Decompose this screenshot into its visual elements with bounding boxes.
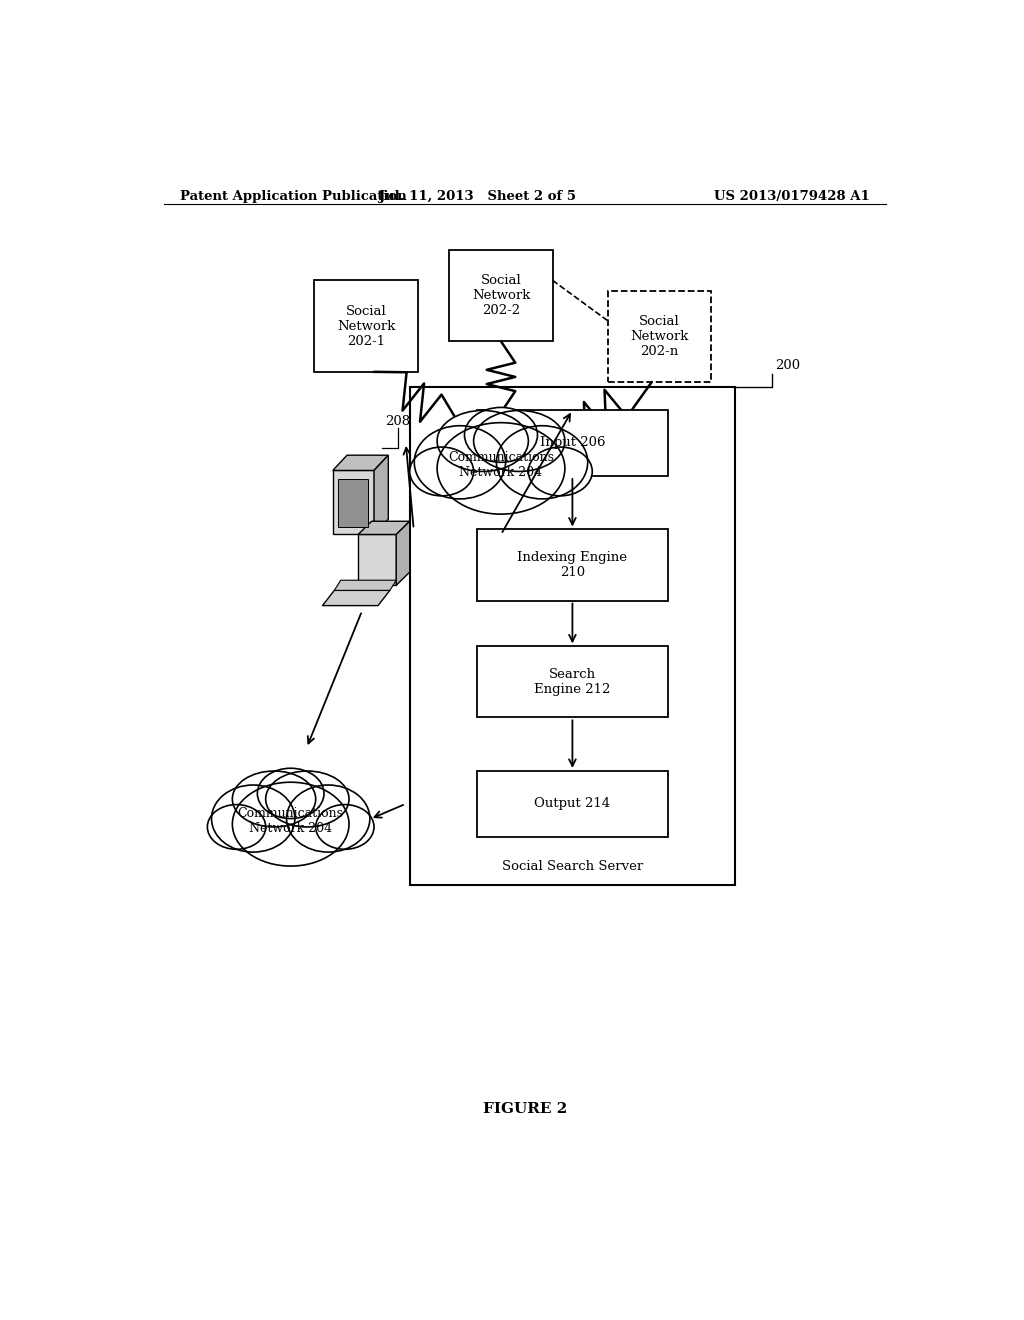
Ellipse shape	[287, 785, 370, 853]
FancyBboxPatch shape	[477, 411, 668, 477]
Text: Communications
Network 204: Communications Network 204	[447, 451, 554, 479]
Ellipse shape	[232, 771, 315, 826]
Ellipse shape	[437, 411, 528, 471]
Polygon shape	[333, 455, 388, 470]
Ellipse shape	[315, 805, 374, 849]
Ellipse shape	[410, 447, 474, 496]
FancyBboxPatch shape	[477, 647, 668, 718]
Ellipse shape	[415, 426, 506, 499]
FancyBboxPatch shape	[450, 249, 553, 342]
Text: Output 214: Output 214	[535, 797, 610, 810]
Ellipse shape	[257, 768, 324, 818]
Ellipse shape	[437, 422, 565, 513]
Polygon shape	[338, 479, 369, 528]
Text: 200: 200	[775, 359, 800, 372]
Ellipse shape	[265, 771, 349, 826]
Polygon shape	[374, 455, 388, 535]
Text: Communications
Network 204: Communications Network 204	[238, 808, 344, 836]
FancyBboxPatch shape	[314, 280, 418, 372]
FancyBboxPatch shape	[477, 529, 668, 601]
Text: FIGURE 2: FIGURE 2	[482, 1102, 567, 1115]
Ellipse shape	[232, 783, 349, 866]
Text: Patent Application Publication: Patent Application Publication	[179, 190, 407, 203]
FancyBboxPatch shape	[477, 771, 668, 837]
Text: 208: 208	[385, 414, 411, 428]
Text: Social
Network
202-1: Social Network 202-1	[337, 305, 395, 347]
Ellipse shape	[474, 411, 565, 471]
FancyBboxPatch shape	[608, 290, 712, 381]
Text: Indexing Engine
210: Indexing Engine 210	[517, 550, 628, 579]
Polygon shape	[358, 535, 396, 585]
Polygon shape	[333, 470, 374, 535]
Polygon shape	[334, 581, 396, 590]
Polygon shape	[323, 590, 390, 606]
Text: Input 206: Input 206	[540, 437, 605, 450]
Polygon shape	[358, 521, 410, 535]
Ellipse shape	[528, 447, 592, 496]
Text: Search
Engine 212: Search Engine 212	[535, 668, 610, 696]
Ellipse shape	[212, 785, 295, 853]
Polygon shape	[396, 521, 410, 585]
Ellipse shape	[207, 805, 265, 849]
Text: Social
Network
202-n: Social Network 202-n	[631, 314, 689, 358]
Ellipse shape	[497, 426, 588, 499]
Text: Jul. 11, 2013   Sheet 2 of 5: Jul. 11, 2013 Sheet 2 of 5	[379, 190, 575, 203]
Text: Social
Network
202-2: Social Network 202-2	[472, 275, 530, 317]
Ellipse shape	[465, 408, 538, 462]
Text: US 2013/0179428 A1: US 2013/0179428 A1	[715, 190, 870, 203]
Text: Social Search Server: Social Search Server	[502, 859, 643, 873]
